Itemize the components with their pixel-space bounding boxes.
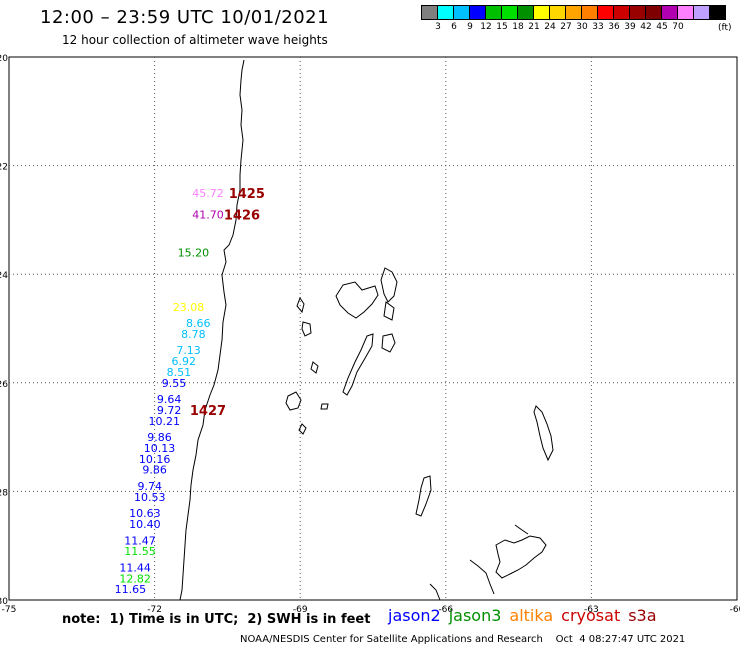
wave-height-label: 15.20: [178, 246, 210, 259]
salt-flat-8: [310, 361, 319, 374]
map-subtitle: 12 hour collection of altimeter wave hei…: [62, 33, 328, 47]
river-segment-1: [514, 524, 529, 535]
salt-flat-12: [533, 405, 554, 462]
coastline: [179, 59, 554, 601]
wave-height-label: 11.65: [115, 583, 147, 596]
salt-flat-7: [381, 333, 396, 353]
wave-height-label: 8.78: [181, 328, 206, 341]
wave-height-label: 41.70: [192, 208, 224, 221]
salt-flat-2: [380, 267, 398, 303]
legend-label: 24: [544, 22, 556, 32]
legend-label: 70: [672, 22, 684, 32]
track-time-label: 1427: [190, 404, 226, 419]
wave-height-label: 7.13: [176, 344, 201, 357]
wave-height-label: 10.21: [149, 415, 181, 428]
map-frame: [8, 56, 738, 601]
satellite-cryosat: cryosat: [561, 606, 621, 625]
legend-label: 15: [496, 22, 508, 32]
wave-height-label: 10.63: [129, 507, 161, 520]
wave-height-label: 11.55: [124, 545, 156, 558]
track-time-label: 1426: [224, 208, 260, 223]
latitude-label: -28: [0, 488, 8, 498]
river-segment-2: [469, 559, 495, 595]
wave-height-label: 9.86: [142, 464, 167, 477]
wave-height-label: 45.72: [192, 187, 224, 200]
measurement-labels: 45.72 41.70 15.20 23.08 8.668.78 7.136.928.51…: [115, 187, 265, 596]
longitude-label: -60: [730, 605, 740, 615]
wave-height-label: 9.64: [157, 393, 182, 406]
legend-label: 21: [528, 22, 540, 32]
wave-height-label: 9.86: [147, 431, 172, 444]
satellite-jason2: jason2: [388, 606, 441, 625]
longitude-label: -66: [438, 605, 453, 615]
legend-label: 9: [467, 22, 473, 32]
wave-height-label: 11.47: [124, 534, 156, 547]
salt-flat-1: [335, 281, 379, 319]
legend-label: 45: [656, 22, 668, 32]
footer-note: note: 1) Time is in UTC; 2) SWH is in fe…: [62, 612, 371, 627]
legend-label: 30: [576, 22, 588, 32]
latitude-label: -30: [0, 597, 8, 607]
wave-height-label: 11.44: [119, 561, 151, 574]
salt-flat-10: [320, 403, 329, 410]
wave-height-label: 10.53: [134, 491, 166, 504]
wave-height-label: 10.16: [139, 453, 171, 466]
legend-label: 33: [592, 22, 604, 32]
legend-label: 18: [512, 22, 524, 32]
latitude-label: -24: [0, 271, 8, 281]
wave-height-label: 8.51: [167, 366, 192, 379]
salt-flat-11: [298, 423, 307, 435]
graticule: -20 -22 -24 -26 -28 -30-75 -72 -69 -66 -63 -60: [0, 54, 740, 615]
wave-height-label: 9.55: [162, 377, 187, 390]
legend-label: 42: [640, 22, 652, 32]
legend-label: 27: [560, 22, 572, 32]
latitude-label: -22: [0, 163, 8, 173]
latitude-label: -26: [0, 380, 8, 390]
salt-flat-5: [301, 321, 312, 337]
wave-height-label: 10.13: [144, 442, 176, 455]
color-legend: 3 6 9 12 15 18 21 24 27 30 33 36 39 42 45 70 (ft): [421, 5, 732, 33]
wave-height-label: 8.66: [186, 317, 211, 330]
legend-unit: (ft): [718, 23, 732, 33]
map-title: 12:00 – 23:59 UTC 10/01/2021: [40, 7, 330, 28]
footer-credit: NOAA/NESDIS Center for Satellite Applica…: [240, 634, 686, 645]
salt-flat-6: [342, 333, 374, 396]
legend-label: 3: [435, 22, 441, 32]
salt-flat-3: [383, 301, 395, 321]
satellite-legend: jason2 jason3 altika cryosat s3a: [388, 606, 665, 625]
track-time-label: 1425: [229, 187, 265, 202]
wave-height-label: 23.08: [173, 301, 205, 314]
chile-coastline: [179, 59, 245, 601]
legend-swatches: [421, 5, 726, 20]
legend-label: 12: [480, 22, 492, 32]
legend-label: 36: [608, 22, 620, 32]
laguna-mar-chiquita: [495, 535, 547, 579]
wave-height-label: 9.74: [137, 480, 162, 493]
wave-height-label: 6.92: [171, 355, 196, 368]
river-segment-3: [429, 583, 441, 601]
salt-flat-9: [285, 391, 302, 411]
wave-height-label: 12.82: [119, 572, 151, 585]
longitude-label: -63: [584, 605, 599, 615]
satellite-jason3: jason3: [448, 606, 502, 625]
satellite-s3a: s3a: [628, 606, 657, 625]
satellite-altika: altika: [509, 606, 554, 625]
longitude-label: -69: [293, 605, 308, 615]
longitude-label: -72: [147, 605, 162, 615]
latitude-label: -20: [0, 54, 8, 64]
salt-flat-4: [296, 296, 305, 314]
wave-height-label: 10.40: [129, 518, 161, 531]
legend-label: 39: [624, 22, 636, 32]
legend-labels: 3 6 9 12 15 18 21 24 27 30 33 36 39 42 45 70: [422, 22, 726, 32]
wave-height-label: 9.72: [157, 404, 182, 417]
legend-label: 6: [451, 22, 457, 32]
legend-swatch: [709, 5, 726, 20]
longitude-label: -75: [2, 605, 17, 615]
salt-flat-13: [415, 475, 432, 517]
